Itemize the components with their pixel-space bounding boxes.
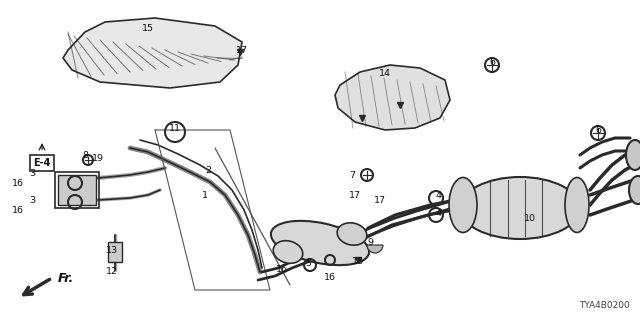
- Polygon shape: [335, 65, 450, 130]
- Ellipse shape: [626, 140, 640, 170]
- Ellipse shape: [565, 178, 589, 233]
- Text: 3: 3: [29, 169, 35, 178]
- Text: 14: 14: [379, 68, 391, 77]
- Text: 8: 8: [82, 150, 88, 159]
- Text: 5: 5: [305, 260, 311, 268]
- Text: 17: 17: [349, 190, 361, 199]
- Text: 17: 17: [236, 45, 248, 54]
- Text: 16: 16: [12, 179, 24, 188]
- Text: 16: 16: [276, 266, 288, 275]
- Text: 4: 4: [435, 209, 441, 218]
- Text: E-4: E-4: [33, 158, 51, 168]
- Text: 9: 9: [367, 237, 373, 246]
- Text: 16: 16: [324, 274, 336, 283]
- Bar: [108, 242, 122, 262]
- Text: 6: 6: [595, 125, 601, 134]
- Text: 12: 12: [106, 268, 118, 276]
- Ellipse shape: [337, 223, 367, 245]
- Text: 3: 3: [29, 196, 35, 204]
- Text: 16: 16: [12, 205, 24, 214]
- Ellipse shape: [629, 176, 640, 204]
- Text: 19: 19: [92, 154, 104, 163]
- Text: 2: 2: [205, 165, 211, 174]
- Text: TYA4B0200: TYA4B0200: [579, 301, 630, 310]
- Ellipse shape: [273, 241, 303, 263]
- Polygon shape: [63, 18, 242, 88]
- Text: 11: 11: [169, 124, 181, 132]
- Ellipse shape: [449, 178, 477, 233]
- Bar: [55, 172, 99, 208]
- Text: 4: 4: [435, 190, 441, 199]
- Text: Fr.: Fr.: [58, 271, 74, 284]
- Text: 15: 15: [142, 23, 154, 33]
- Ellipse shape: [460, 177, 580, 239]
- Text: 18: 18: [352, 258, 364, 267]
- Ellipse shape: [271, 221, 369, 265]
- Text: 6: 6: [489, 58, 495, 67]
- Text: 10: 10: [524, 213, 536, 222]
- Text: 1: 1: [202, 190, 208, 199]
- Text: 7: 7: [349, 171, 355, 180]
- Wedge shape: [367, 245, 383, 253]
- Text: 17: 17: [374, 196, 386, 204]
- Text: 13: 13: [106, 245, 118, 254]
- Bar: [58, 175, 96, 205]
